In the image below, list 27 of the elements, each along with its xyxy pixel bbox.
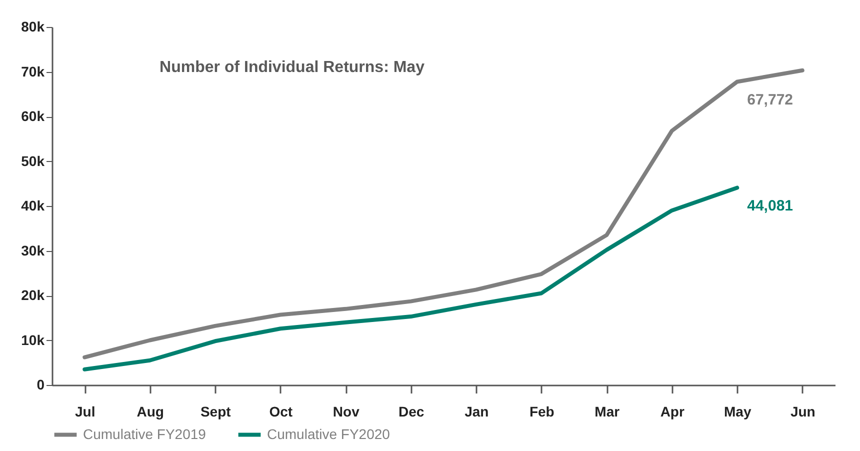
line-series — [82, 186, 740, 372]
y-tick-label: 70k — [21, 63, 45, 80]
legend-label: Cumulative FY2020 — [267, 426, 390, 442]
y-tick-label: 20k — [21, 287, 45, 303]
y-tick-label: 10k — [21, 332, 45, 348]
x-tick-label: Jun — [790, 404, 816, 420]
x-tick-label: Jul — [75, 404, 96, 420]
y-tick-label: 50k — [21, 152, 45, 169]
x-tick-label: Jan — [464, 404, 489, 420]
y-tick-label: 30k — [21, 242, 45, 258]
x-tick-label: Dec — [398, 404, 424, 420]
data-label: 67,772 — [747, 92, 794, 109]
x-tick-label: Aug — [136, 404, 164, 420]
x-tick-label: Nov — [332, 404, 360, 420]
y-tick-label: 40k — [21, 198, 45, 214]
x-tick-label: Apr — [660, 404, 685, 420]
x-tick-label: Oct — [269, 404, 293, 420]
y-tick-label: 80k — [21, 18, 45, 34]
y-tick-label: 60k — [21, 108, 45, 124]
y-tick-label: 0 — [36, 376, 45, 392]
data-label: 44,081 — [747, 198, 794, 215]
legend-label: Cumulative FY2019 — [83, 426, 206, 442]
text: Number of Individual Returns: May — [160, 59, 425, 76]
x-tick-label: Mar — [594, 404, 620, 420]
x-tick-label: Sept — [200, 404, 232, 420]
x-tick-label: May — [724, 404, 752, 420]
x-tick-label: Feb — [529, 404, 554, 420]
